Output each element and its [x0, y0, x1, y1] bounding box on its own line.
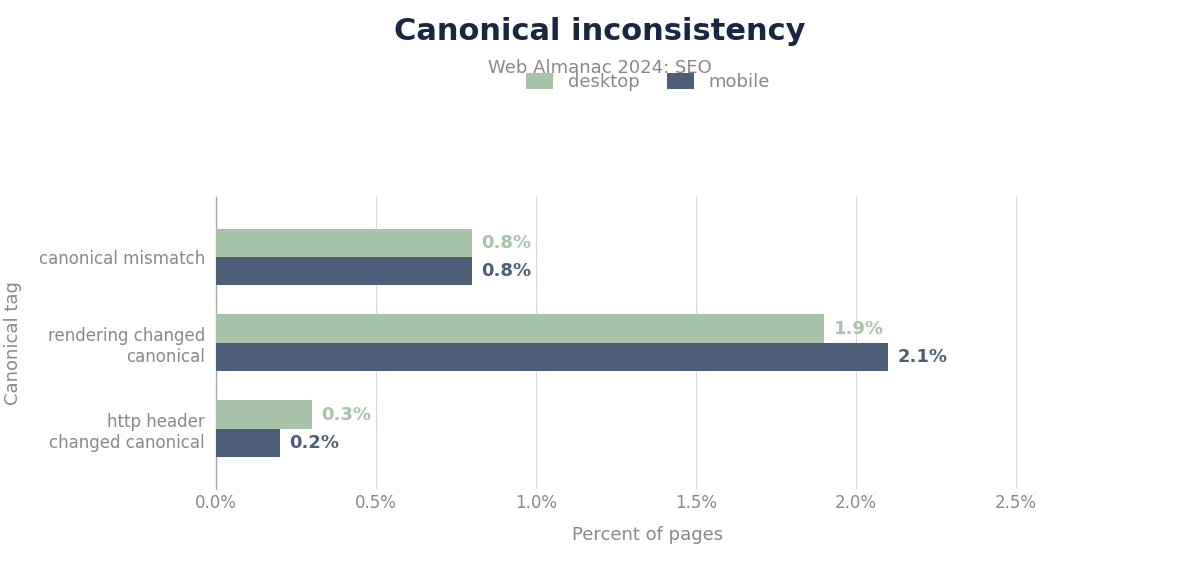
- Text: 0.8%: 0.8%: [481, 234, 532, 252]
- Text: 2.1%: 2.1%: [898, 348, 948, 366]
- Text: Canonical inconsistency: Canonical inconsistency: [395, 17, 805, 46]
- Bar: [216, 315, 824, 343]
- Y-axis label: Canonical tag: Canonical tag: [4, 281, 22, 405]
- Text: Web Almanac 2024: SEO: Web Almanac 2024: SEO: [488, 59, 712, 77]
- Bar: [216, 257, 472, 285]
- Text: 0.2%: 0.2%: [289, 434, 340, 452]
- Bar: [216, 229, 472, 257]
- Legend: desktop, mobile: desktop, mobile: [520, 65, 776, 98]
- Bar: [216, 343, 888, 371]
- Text: 0.8%: 0.8%: [481, 262, 532, 280]
- Bar: [216, 429, 280, 457]
- Bar: [216, 400, 312, 429]
- Text: 1.9%: 1.9%: [834, 320, 883, 338]
- X-axis label: Percent of pages: Percent of pages: [572, 525, 724, 543]
- Text: 0.3%: 0.3%: [322, 406, 372, 424]
